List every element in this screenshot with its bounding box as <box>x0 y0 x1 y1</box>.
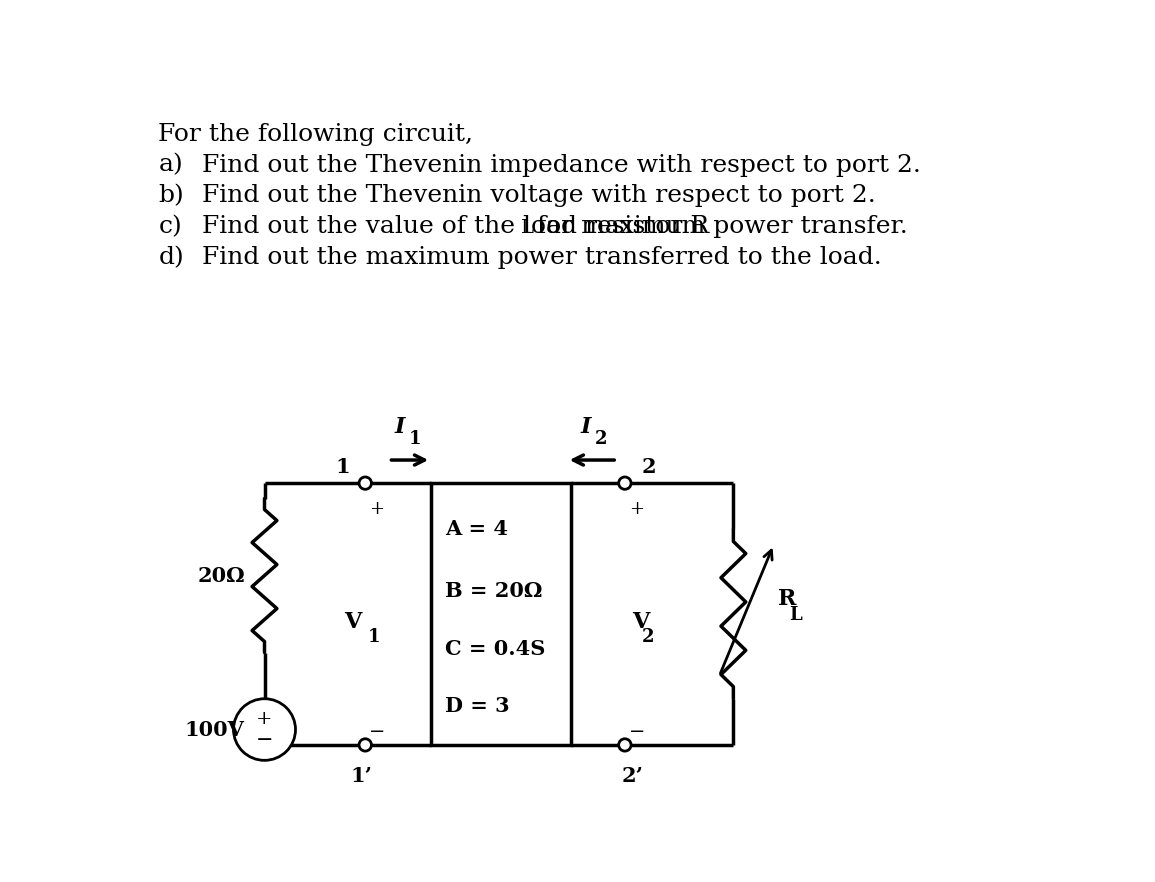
Text: d): d) <box>158 246 184 269</box>
Text: I: I <box>395 416 405 438</box>
Text: C = 0.4S: C = 0.4S <box>445 639 545 659</box>
Text: +: + <box>628 500 643 518</box>
Text: 1: 1 <box>409 430 422 448</box>
Text: +: + <box>370 500 385 518</box>
Text: 2’: 2’ <box>621 766 643 787</box>
Text: V: V <box>344 610 362 632</box>
Bar <box>431 483 571 745</box>
Text: 20Ω: 20Ω <box>198 565 246 586</box>
Text: V: V <box>633 610 650 632</box>
Text: B = 20Ω: B = 20Ω <box>445 581 543 601</box>
Text: R: R <box>778 587 797 609</box>
Text: 1’: 1’ <box>350 766 372 787</box>
Text: Find out the maximum power transferred to the load.: Find out the maximum power transferred t… <box>202 246 882 269</box>
Text: −: − <box>255 731 274 750</box>
Text: +: + <box>256 710 273 728</box>
Text: 100V: 100V <box>184 720 244 739</box>
Text: L: L <box>789 606 802 624</box>
Text: D = 3: D = 3 <box>445 697 509 716</box>
Circle shape <box>359 477 372 490</box>
Text: Find out the value of the load resistor R: Find out the value of the load resistor … <box>202 215 709 238</box>
Circle shape <box>619 739 631 751</box>
Text: I: I <box>581 416 591 438</box>
Text: for maximum power transfer.: for maximum power transfer. <box>529 215 908 238</box>
Circle shape <box>233 699 296 760</box>
Text: a): a) <box>158 153 184 176</box>
Text: b): b) <box>158 184 184 207</box>
Text: A = 4: A = 4 <box>445 519 508 539</box>
Text: Find out the Thevenin voltage with respect to port 2.: Find out the Thevenin voltage with respe… <box>202 184 877 207</box>
Text: 2: 2 <box>642 457 656 477</box>
Text: 2: 2 <box>642 628 655 646</box>
Text: 2: 2 <box>595 430 608 448</box>
Text: c): c) <box>158 215 182 238</box>
Text: −: − <box>370 723 386 741</box>
Text: L: L <box>521 219 534 237</box>
Circle shape <box>359 739 372 751</box>
Text: 1: 1 <box>335 457 350 477</box>
Text: Find out the Thevenin impedance with respect to port 2.: Find out the Thevenin impedance with res… <box>202 153 922 176</box>
Text: For the following circuit,: For the following circuit, <box>158 123 474 146</box>
Text: −: − <box>628 723 646 741</box>
Circle shape <box>619 477 631 490</box>
Text: 1: 1 <box>367 628 380 646</box>
